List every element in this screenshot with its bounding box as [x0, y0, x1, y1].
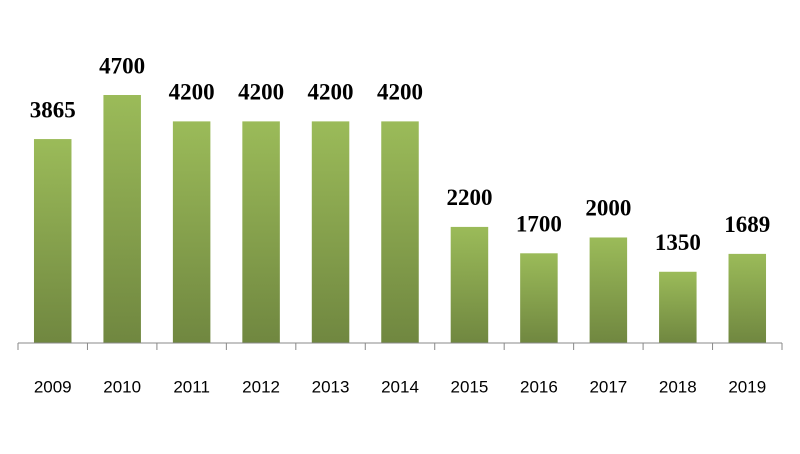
data-label: 4700 — [99, 53, 145, 78]
data-label: 4200 — [377, 80, 423, 105]
x-tick-label: 2013 — [312, 377, 350, 396]
bar — [520, 253, 558, 343]
x-tick-label: 2012 — [242, 377, 280, 396]
bar — [450, 226, 489, 343]
x-tick-label: 2015 — [451, 377, 489, 396]
bar — [33, 139, 72, 343]
data-label: 1689 — [724, 212, 770, 237]
x-tick-label: 2018 — [659, 377, 697, 396]
bar — [589, 237, 628, 343]
x-tick-label: 2009 — [34, 377, 72, 396]
bar — [242, 121, 280, 343]
x-tick-label: 2011 — [173, 377, 210, 396]
data-label: 4200 — [169, 80, 215, 105]
data-label: 2000 — [585, 196, 631, 221]
x-tick-label: 2017 — [589, 377, 627, 396]
x-tick-label: 2019 — [728, 377, 766, 396]
x-tick-label: 2010 — [103, 377, 141, 396]
data-label: 1700 — [516, 212, 562, 237]
data-label: 4200 — [238, 80, 284, 105]
x-tick-label: 2014 — [381, 377, 419, 396]
data-label: 3865 — [30, 97, 76, 122]
bar — [381, 121, 419, 343]
data-label: 1350 — [655, 230, 701, 255]
bar — [172, 121, 211, 343]
data-label: 2200 — [446, 185, 492, 210]
bar — [311, 121, 350, 343]
data-label: 4200 — [308, 80, 354, 105]
bar — [659, 271, 697, 343]
bar — [728, 253, 767, 343]
bar — [103, 95, 141, 343]
x-tick-label: 2016 — [520, 377, 558, 396]
